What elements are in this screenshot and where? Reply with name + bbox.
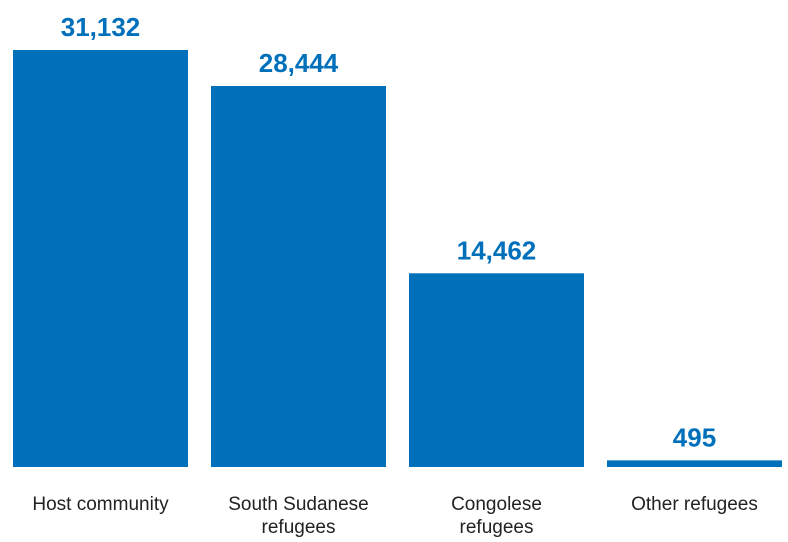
category-label-2-line-0: Congolese: [451, 494, 542, 515]
category-label-3: Other refugees: [631, 494, 758, 515]
value-label-2: 14,462: [457, 235, 537, 265]
category-label-0: Host community: [32, 494, 169, 515]
category-labels-group: Host community South Sudanese refugeesCong…: [32, 494, 757, 538]
category-label-1: South Sudanese refugees: [228, 494, 369, 538]
value-label-3: 495: [673, 422, 716, 452]
category-label-0-line-0: Host community: [32, 494, 169, 515]
bar-0: [13, 50, 188, 467]
bar-3: [607, 460, 782, 467]
bar-1: [211, 86, 386, 467]
category-label-3-line-0: Other refugees: [631, 494, 758, 515]
category-label-2-line-1: refugees: [460, 517, 534, 538]
category-label-2: Congolese refugees: [451, 494, 542, 538]
bars-group: [13, 50, 782, 467]
value-labels-group: 31,132 28,444 14,462 495: [61, 12, 716, 452]
bar-2: [409, 273, 584, 467]
category-label-1-line-0: South Sudanese: [228, 494, 369, 515]
category-label-1-line-1: refugees: [262, 517, 336, 538]
value-label-1: 28,444: [259, 48, 339, 78]
value-label-0: 31,132: [61, 12, 141, 42]
